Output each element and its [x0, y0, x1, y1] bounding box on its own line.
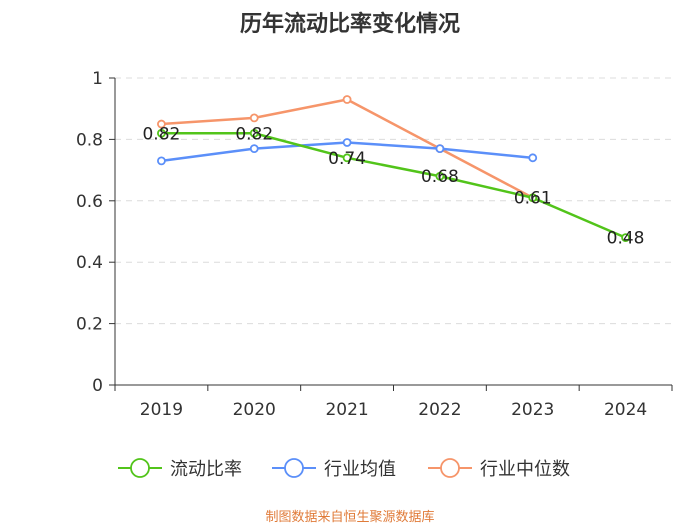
chart-title: 历年流动比率变化情况	[239, 12, 460, 37]
data-point	[157, 119, 166, 129]
data-point	[342, 153, 352, 163]
legend-marker-2	[440, 458, 460, 478]
data-point	[435, 171, 445, 181]
data-point	[528, 153, 538, 163]
source-note: 制图数据来自恒生聚源数据库	[265, 510, 435, 525]
x-tick-label: 2022	[418, 400, 461, 420]
legend-label-2: 行业中位数	[480, 459, 570, 480]
legend-marker-0	[130, 458, 150, 478]
legend-marker-1	[284, 458, 304, 478]
data-point	[249, 113, 259, 123]
x-tick-label: 2021	[325, 400, 368, 420]
series-line-0	[161, 132, 627, 239]
y-tick-label: 0.2	[76, 315, 103, 335]
data-point	[157, 156, 166, 166]
data-point	[435, 144, 445, 154]
data-point	[621, 233, 630, 243]
data-label: 0.61	[514, 189, 552, 209]
data-label: 0.74	[328, 149, 366, 169]
legend-label-0: 流动比率	[170, 459, 242, 480]
data-point	[528, 193, 538, 203]
x-tick-label: 2024	[604, 400, 647, 420]
y-tick-label: 0.8	[76, 130, 103, 150]
y-tick-label: 1	[92, 69, 103, 89]
data-point	[249, 144, 259, 154]
x-tick-label: 2019	[140, 400, 183, 420]
data-point	[249, 128, 259, 138]
data-point	[342, 138, 352, 147]
y-tick-label: 0.4	[76, 253, 103, 273]
y-tick-label: 0.6	[76, 192, 103, 212]
x-tick-label: 2023	[511, 400, 554, 420]
data-label: 0.82	[235, 124, 273, 144]
x-tick-label: 2020	[233, 400, 276, 420]
data-label: 0.68	[421, 167, 459, 187]
y-tick-label: 0	[92, 376, 103, 396]
data-point	[342, 95, 352, 104]
data-point	[157, 128, 166, 138]
data-label: 0.48	[607, 229, 645, 249]
legend-label-1: 行业均值	[324, 459, 396, 480]
data-label: 0.82	[142, 124, 180, 144]
